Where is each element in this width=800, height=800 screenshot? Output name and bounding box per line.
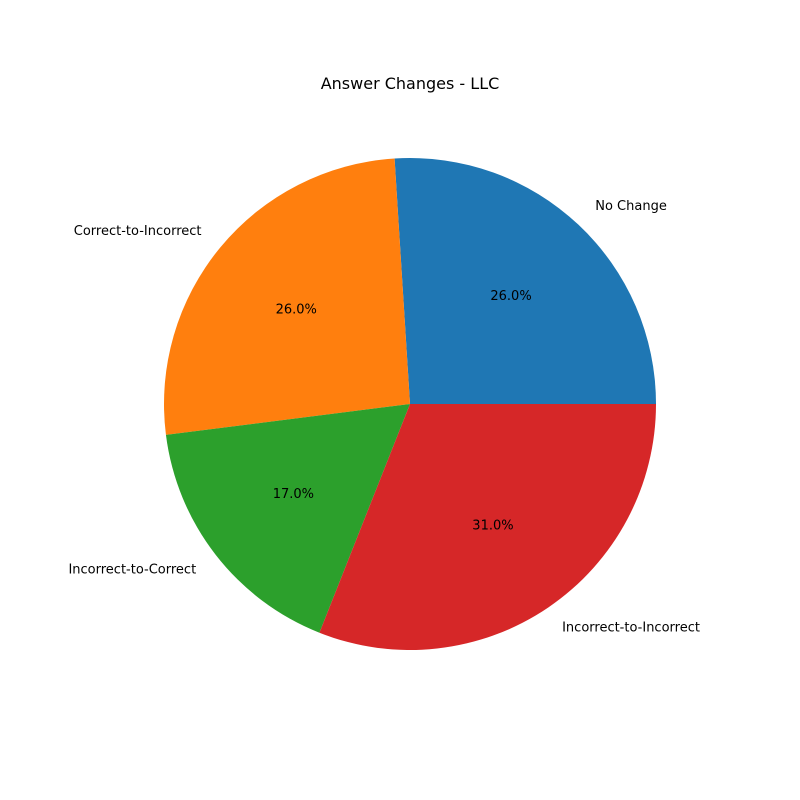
pie-slice-incorrect-to-incorrect [319,404,656,651]
pie-slice-no-change [394,158,656,404]
slice-label: Incorrect-to-Correct [68,562,196,577]
slice-label: Incorrect-to-Incorrect [562,620,700,635]
slice-percent-label: 17.0% [273,487,314,502]
slice-label: Correct-to-Incorrect [74,224,202,239]
pie-slice-correct-to-incorrect [164,158,410,435]
slice-percent-label: 26.0% [490,289,531,304]
slice-label: No Change [595,199,667,214]
pie-slice-incorrect-to-correct [165,404,410,633]
slice-percent-label: 31.0% [472,519,513,534]
pie-labels: No Change 26.0% Correct-to-Incorrect 26.0% I… [68,199,699,635]
pie-slices [164,158,656,651]
slice-percent-label: 26.0% [276,302,317,317]
chart-title: Answer Changes - LLC [321,74,500,93]
